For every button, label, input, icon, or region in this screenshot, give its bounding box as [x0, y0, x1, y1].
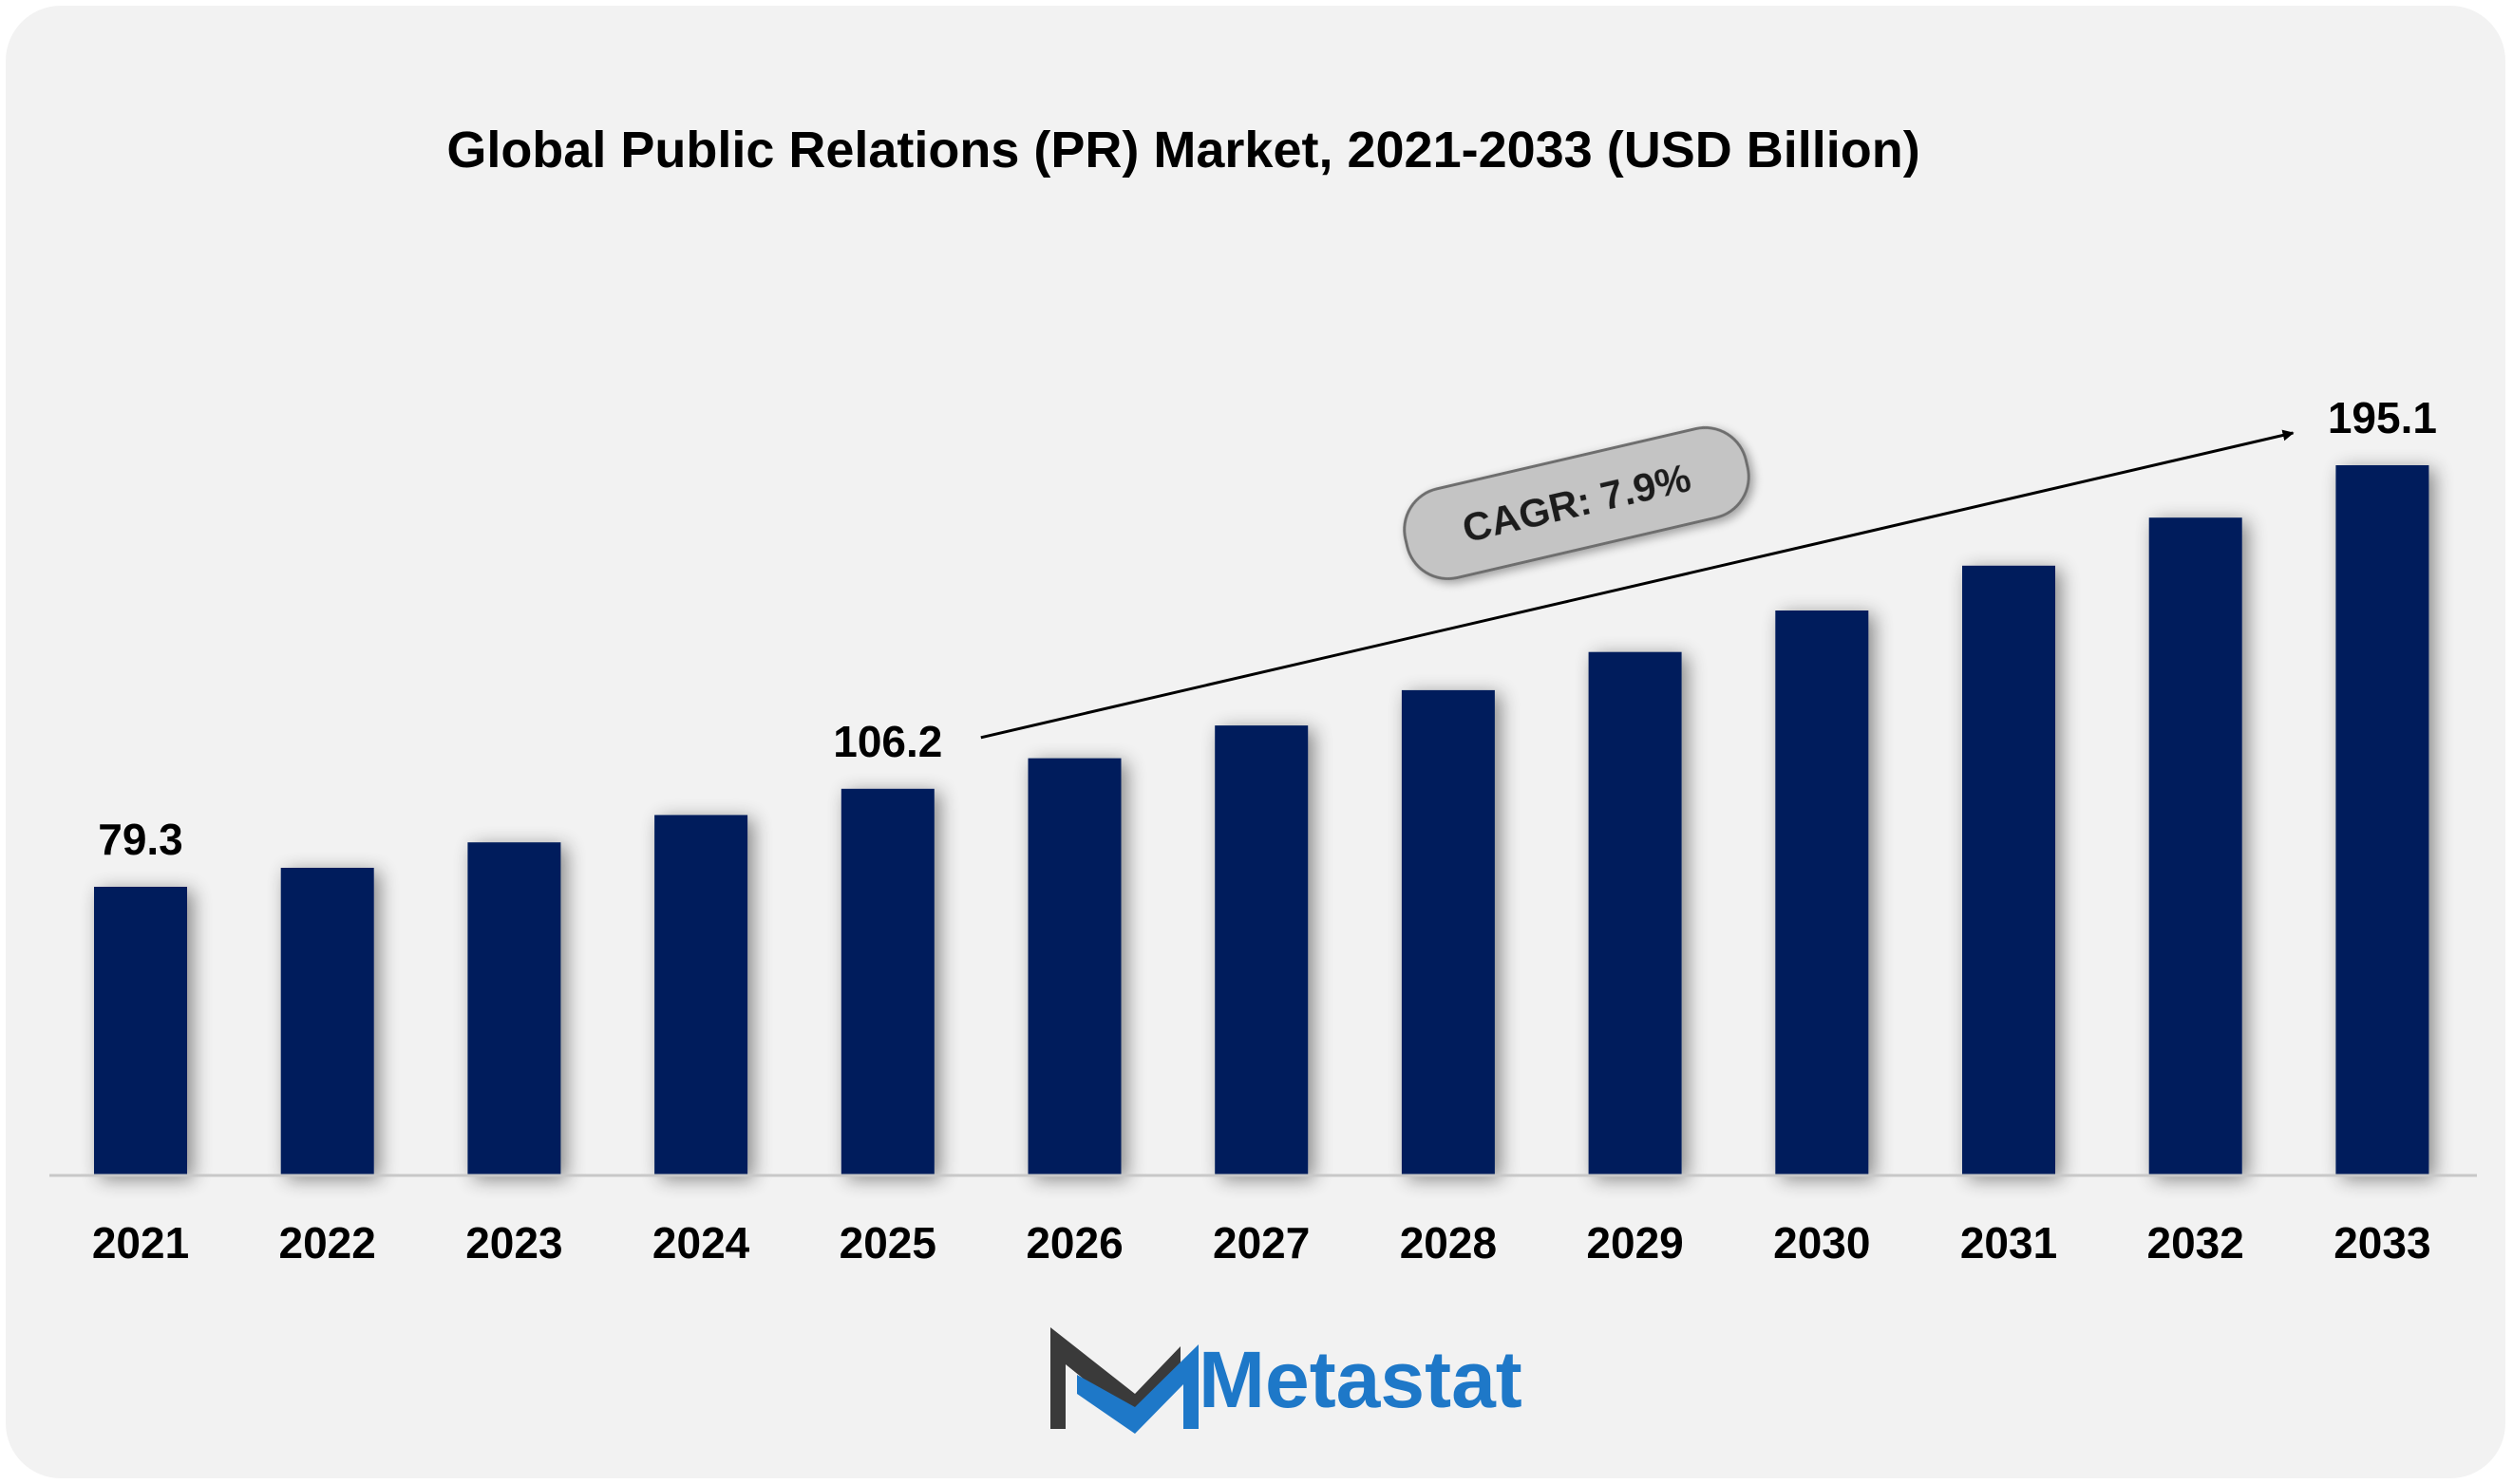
bar-2021 [94, 887, 187, 1175]
data-label-2025: 106.2 [833, 717, 942, 766]
x-tick-2021: 2021 [92, 1218, 189, 1268]
x-tick-labels: 2021 2022 2023 2024 2025 2026 2027 2028 2029 2030… [92, 1218, 2431, 1268]
x-tick-2031: 2031 [1960, 1218, 2057, 1268]
cagr-arrow [980, 429, 2295, 740]
x-tick-2028: 2028 [1400, 1218, 1497, 1268]
x-tick-2022: 2022 [279, 1218, 376, 1268]
bar-2027 [1215, 725, 1309, 1175]
x-tick-2025: 2025 [840, 1218, 936, 1268]
x-tick-2030: 2030 [1773, 1218, 1870, 1268]
x-tick-2033: 2033 [2334, 1218, 2430, 1268]
data-label-2033: 195.1 [2328, 393, 2437, 442]
data-labels: 79.3 106.2 195.1 [98, 393, 2437, 864]
cagr-badge: CAGR: 7.9% [1403, 425, 1750, 581]
bars-layer [94, 465, 2429, 1175]
x-tick-2024: 2024 [652, 1218, 750, 1268]
bar-2026 [1028, 758, 1122, 1175]
x-tick-2023: 2023 [465, 1218, 562, 1268]
bar-2030 [1775, 611, 1869, 1175]
bar-2023 [467, 842, 561, 1175]
bar-2022 [280, 868, 374, 1175]
bar-2025 [841, 788, 935, 1175]
bar-2029 [1588, 651, 1682, 1175]
chart-title: Global Public Relations (PR) Market, 202… [446, 122, 1919, 178]
data-label-2021: 79.3 [98, 815, 183, 864]
metastat-logo: Metastat [1050, 1327, 1522, 1434]
bar-2033 [2335, 465, 2429, 1175]
bar-2028 [1401, 689, 1495, 1175]
bar-2031 [1962, 565, 2055, 1175]
x-tick-2027: 2027 [1213, 1218, 1310, 1268]
metastat-logo-text: Metastat [1199, 1335, 1522, 1424]
bar-2032 [2148, 517, 2242, 1175]
x-tick-2026: 2026 [1026, 1218, 1123, 1268]
x-tick-2029: 2029 [1586, 1218, 1683, 1268]
x-tick-2032: 2032 [2147, 1218, 2244, 1268]
bar-2024 [654, 815, 748, 1175]
metastat-logo-mark-icon [1050, 1327, 1199, 1434]
